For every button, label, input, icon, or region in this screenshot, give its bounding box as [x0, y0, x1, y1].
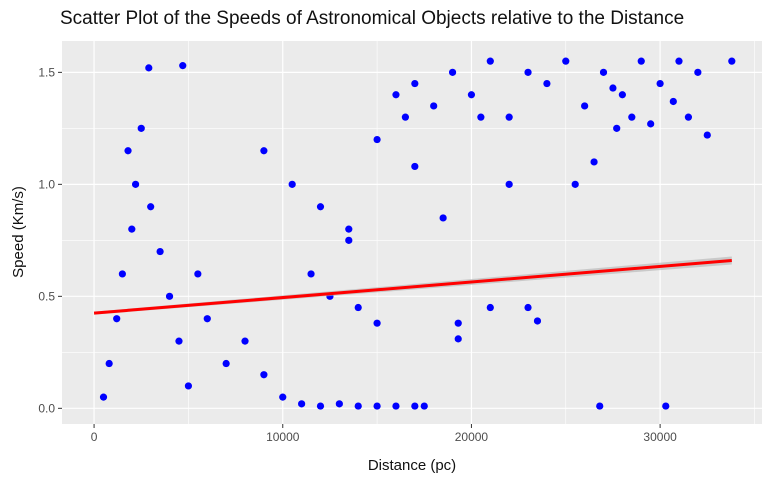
ticks-layer: 0 10000 20000 30000 0.0 0.5 1.0 1.5: [38, 65, 677, 444]
points-layer: [99, 57, 736, 410]
trend-line: [93, 259, 732, 315]
scatter-point: [99, 393, 108, 401]
trend-layer: [93, 256, 732, 315]
scatter-point: [609, 84, 617, 92]
scatter-point: [131, 180, 140, 188]
x-axis-title: Distance (pc): [368, 457, 456, 474]
scatter-point: [184, 382, 193, 390]
scatter-point: [590, 158, 598, 166]
scatter-point: [392, 402, 400, 410]
scatter-point: [156, 247, 164, 256]
y-tick-label: 0.5: [38, 289, 55, 303]
x-tick-label: 0: [91, 430, 98, 444]
x-tick-label: 10000: [266, 430, 300, 444]
scatter-point: [486, 57, 494, 65]
scatter-point: [222, 359, 230, 368]
scatter-point: [420, 402, 428, 410]
scatter-point: [411, 162, 419, 171]
scatter-point: [288, 180, 296, 188]
scatter-point: [656, 79, 664, 88]
scatter-point: [335, 400, 343, 408]
scatter-point: [505, 180, 513, 188]
scatter-point: [669, 97, 677, 106]
scatter-point: [354, 303, 362, 312]
scatter-point: [354, 402, 362, 410]
scatter-point: [411, 79, 419, 88]
scatter-point: [145, 64, 153, 72]
scatter-point: [260, 147, 268, 155]
scatter-point: [618, 91, 626, 99]
scatter-point: [203, 315, 211, 323]
scatter-point: [113, 315, 121, 323]
scatter-point: [524, 68, 532, 76]
scatter-point: [411, 402, 419, 410]
x-tick-label: 30000: [643, 430, 677, 444]
scatter-point: [524, 303, 532, 312]
scatter-point: [128, 225, 136, 233]
scatter-point: [505, 113, 513, 121]
scatter-point: [486, 303, 494, 312]
scatter-point: [345, 225, 353, 233]
x-tick-label: 20000: [455, 430, 489, 444]
y-tick-label: 1.5: [38, 65, 55, 79]
scatter-point: [175, 337, 183, 345]
scatter-point: [637, 57, 645, 65]
scatter-point: [105, 359, 113, 368]
chart-title: Scatter Plot of the Speeds of Astronomic…: [60, 8, 685, 29]
scatter-point: [373, 135, 381, 144]
scatter-point: [401, 113, 409, 121]
y-tick-label: 0.0: [38, 401, 55, 415]
scatter-point: [241, 337, 249, 345]
scatter-point: [147, 203, 155, 211]
scatter-point: [448, 68, 457, 76]
scatter-point: [571, 180, 579, 188]
scatter-point: [703, 131, 711, 139]
scatter-point: [179, 62, 187, 70]
scatter-point: [307, 270, 315, 278]
scatter-point: [562, 57, 570, 65]
scatter-point: [581, 102, 589, 110]
scatter-point: [684, 113, 693, 121]
plot-panel: [62, 41, 762, 424]
scatter-point: [430, 102, 438, 110]
scatter-point: [316, 402, 325, 410]
scatter-point: [392, 91, 400, 99]
scatter-point: [477, 113, 485, 121]
scatter-point: [596, 402, 604, 410]
scatter-point: [543, 79, 551, 88]
scatter-point: [628, 113, 636, 121]
scatter-point: [298, 400, 306, 408]
scatter-point: [613, 124, 621, 132]
scatter-point: [454, 319, 462, 327]
scatter-point: [260, 371, 268, 379]
scatter-point: [279, 393, 287, 401]
scatter-point: [467, 91, 476, 99]
scatter-point: [194, 270, 202, 278]
scatter-point: [373, 402, 381, 410]
scatter-point: [454, 335, 462, 343]
scatter-point: [165, 292, 174, 300]
scatter-point: [662, 402, 670, 410]
scatter-point: [316, 203, 325, 211]
scatter-point: [728, 57, 736, 65]
scatter-point: [439, 214, 447, 222]
scatter-point: [675, 57, 683, 65]
scatter-point: [345, 236, 353, 244]
y-tick-label: 1.0: [38, 177, 55, 191]
scatter-point: [599, 68, 608, 76]
scatter-point: [118, 270, 126, 278]
scatter-point: [124, 147, 132, 155]
scatter-point: [694, 68, 702, 76]
y-axis-title: Speed (Km/s): [10, 186, 27, 278]
scatter-point: [647, 120, 655, 128]
scatter-point: [533, 317, 542, 325]
scatter-point: [373, 319, 381, 327]
grid-layer: [62, 41, 762, 424]
scatter-point: [137, 124, 145, 132]
